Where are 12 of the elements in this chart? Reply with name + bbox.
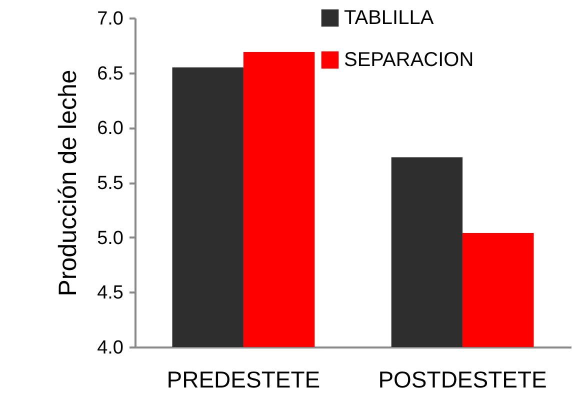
legend-label: SEPARACION xyxy=(344,49,474,71)
y-tick-label: 6.0 xyxy=(97,118,124,140)
y-tick-label: 7.0 xyxy=(97,8,124,30)
legend-label: TABLILLA xyxy=(344,7,434,29)
x-tick-label: PREDESTETE xyxy=(166,366,320,392)
y-tick-label: 6.5 xyxy=(97,63,124,84)
y-axis-title: Producción de leche xyxy=(54,70,82,296)
y-tick-label: 5.5 xyxy=(97,173,124,194)
x-tick-label: POSTDESTETE xyxy=(378,366,547,392)
y-tick-label: 4.0 xyxy=(97,338,124,358)
y-tick-label: 5.0 xyxy=(97,228,124,249)
y-tick-label: 4.5 xyxy=(97,282,124,304)
